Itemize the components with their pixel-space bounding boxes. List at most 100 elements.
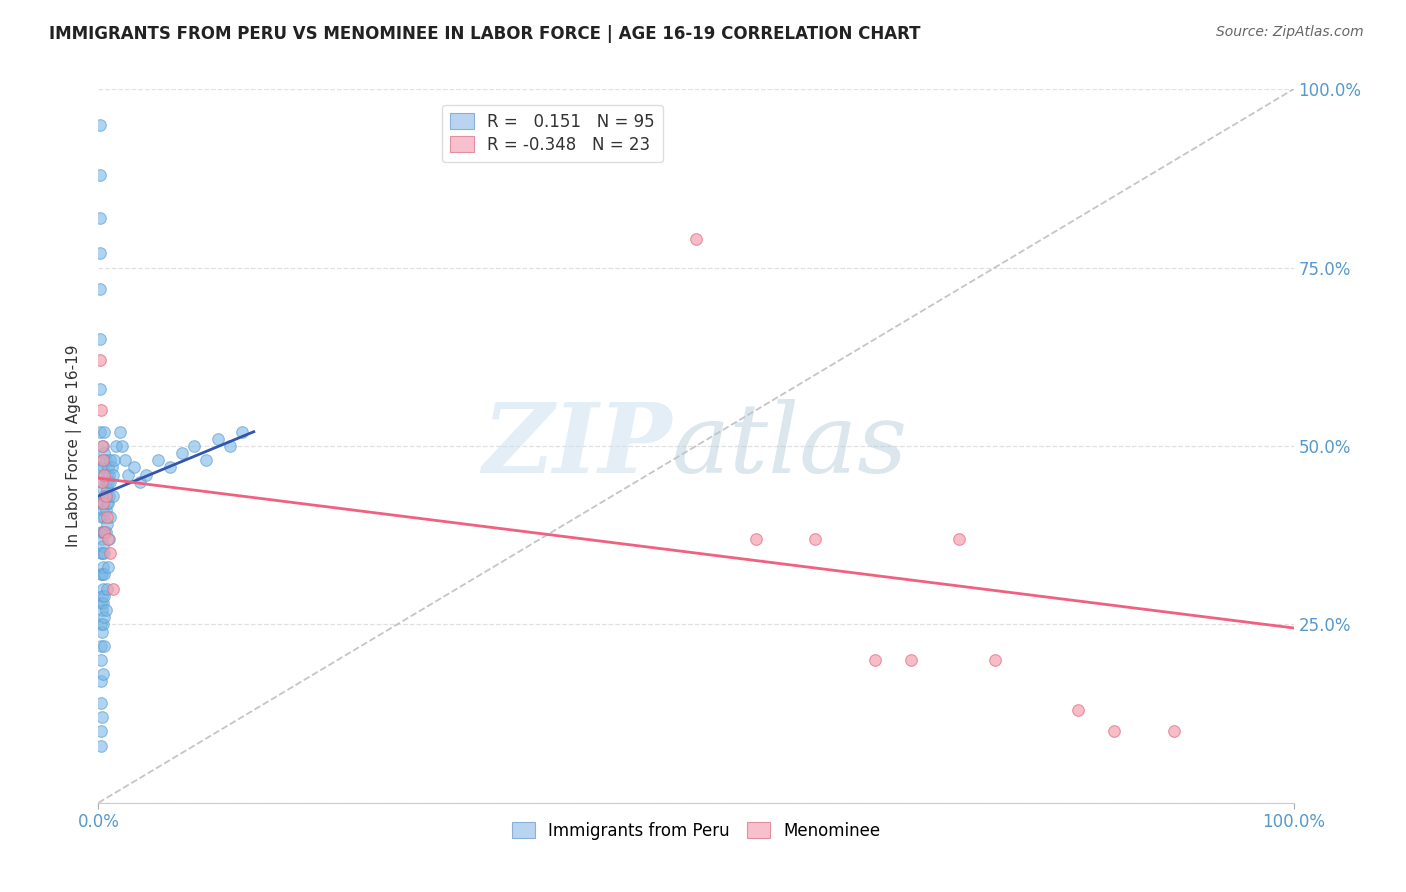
Point (89, 211, 111, 225)
Point (89, 382, 111, 396)
Point (90, 639, 112, 653)
Point (97, 532, 120, 546)
Point (91, 453, 114, 467)
Point (90, 546, 112, 560)
Point (207, 432, 229, 446)
Point (89, 332, 111, 346)
Text: IMMIGRANTS FROM PERU VS MENOMINEE IN LABOR FORCE | AGE 16-19 CORRELATION CHART: IMMIGRANTS FROM PERU VS MENOMINEE IN LAB… (49, 25, 921, 43)
Point (117, 467, 139, 482)
Point (90, 724, 112, 739)
Point (91, 546, 114, 560)
Point (101, 467, 124, 482)
Point (89, 496, 111, 510)
Point (108, 425, 131, 439)
Point (96, 510, 118, 524)
Point (98, 453, 122, 467)
Point (94, 524, 117, 539)
Y-axis label: In Labor Force | Age 16-19: In Labor Force | Age 16-19 (66, 344, 83, 548)
Point (98, 467, 121, 482)
Point (89, 118, 111, 132)
Point (91, 439, 114, 453)
Point (93, 510, 115, 524)
Point (98, 532, 121, 546)
Point (91, 439, 114, 453)
Point (91, 475, 114, 489)
Point (90, 403, 112, 417)
Point (98, 510, 122, 524)
Point (91, 567, 114, 582)
Point (111, 439, 134, 453)
Point (1067, 703, 1090, 717)
Point (93, 489, 115, 503)
Point (1163, 724, 1185, 739)
Point (91, 617, 114, 632)
Point (231, 425, 253, 439)
Point (101, 489, 124, 503)
Point (159, 460, 181, 475)
Point (89, 460, 111, 475)
Point (103, 453, 125, 467)
Point (114, 453, 136, 467)
Point (96, 467, 118, 482)
Point (89, 425, 111, 439)
Point (148, 453, 170, 467)
Point (804, 532, 827, 546)
Point (865, 653, 887, 667)
Point (91, 667, 114, 681)
Point (91, 460, 114, 475)
Point (90, 617, 112, 632)
Point (100, 460, 122, 475)
Point (91, 453, 114, 467)
Point (93, 467, 115, 482)
Point (97, 460, 120, 475)
Point (91, 496, 114, 510)
Point (98, 489, 121, 503)
Point (93, 524, 115, 539)
Point (90, 567, 112, 582)
Text: ZIP: ZIP (482, 399, 672, 493)
Point (96, 496, 118, 510)
Point (91, 710, 114, 724)
Legend: Immigrants from Peru, Menominee: Immigrants from Peru, Menominee (503, 814, 889, 848)
Point (91, 582, 114, 596)
Point (90, 596, 112, 610)
Point (90, 739, 112, 753)
Point (91, 510, 114, 524)
Point (94, 489, 117, 503)
Text: atlas: atlas (672, 399, 908, 493)
Point (91, 596, 114, 610)
Point (90, 696, 112, 710)
Point (745, 532, 768, 546)
Point (89, 246, 111, 260)
Point (97, 475, 120, 489)
Point (91, 560, 114, 574)
Point (984, 653, 1007, 667)
Point (93, 446, 115, 460)
Point (97, 496, 120, 510)
Point (96, 482, 118, 496)
Point (93, 639, 115, 653)
Point (94, 489, 117, 503)
Point (93, 567, 115, 582)
Point (91, 532, 114, 546)
Point (94, 603, 117, 617)
Point (91, 524, 114, 539)
Point (94, 503, 117, 517)
Point (219, 439, 242, 453)
Point (900, 653, 922, 667)
Point (94, 453, 117, 467)
Point (91, 589, 114, 603)
Point (1104, 724, 1126, 739)
Point (98, 546, 122, 560)
Point (97, 560, 120, 574)
Point (94, 475, 117, 489)
Text: Source: ZipAtlas.com: Source: ZipAtlas.com (1216, 25, 1364, 39)
Point (685, 232, 707, 246)
Point (93, 425, 115, 439)
Point (105, 439, 128, 453)
Point (91, 603, 114, 617)
Point (91, 496, 114, 510)
Point (91, 539, 114, 553)
Point (948, 532, 970, 546)
Point (96, 582, 118, 596)
